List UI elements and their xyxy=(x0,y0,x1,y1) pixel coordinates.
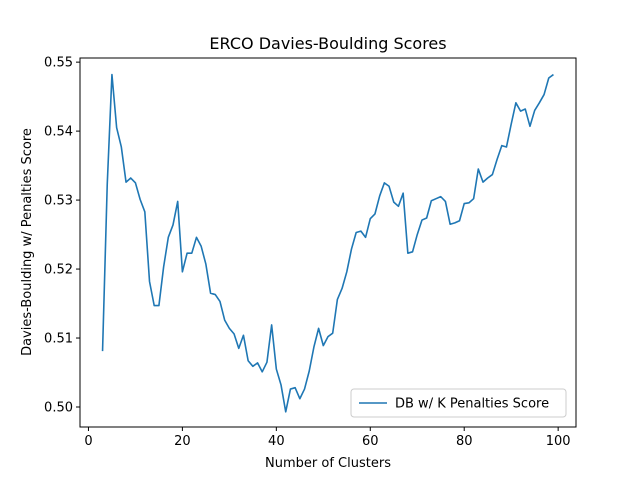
chart-title: ERCO Davies-Boulding Scores xyxy=(209,34,446,53)
y-tick-label: 0.52 xyxy=(44,263,73,278)
x-tick-label: 20 xyxy=(174,434,191,449)
x-tick-label: 40 xyxy=(268,434,285,449)
legend-label-0: DB w/ K Penalties Score xyxy=(395,397,549,412)
plot-frame xyxy=(79,57,577,428)
y-tick-label: 0.53 xyxy=(44,194,73,209)
y-axis-title: Davies-Boulding w/ Penalties Score xyxy=(20,128,35,356)
x-tick-label: 60 xyxy=(362,434,379,449)
y-tick-label: 0.51 xyxy=(44,332,73,347)
series-line-0 xyxy=(101,73,554,413)
x-tick-label: 80 xyxy=(456,434,473,449)
x-axis-title: Number of Clusters xyxy=(265,456,391,471)
y-tick-label: 0.55 xyxy=(44,56,73,71)
x-tick-label: 0 xyxy=(84,434,92,449)
y-tick-label: 0.50 xyxy=(44,400,73,415)
plot-area: 0 20 40 60 80 100 0.50 0.51 0.52 0.53 0.54 0.55 DB w… xyxy=(44,56,577,449)
y-tick-label: 0.54 xyxy=(44,125,73,140)
legend-box xyxy=(350,388,567,418)
x-tick-label: 100 xyxy=(546,434,571,449)
